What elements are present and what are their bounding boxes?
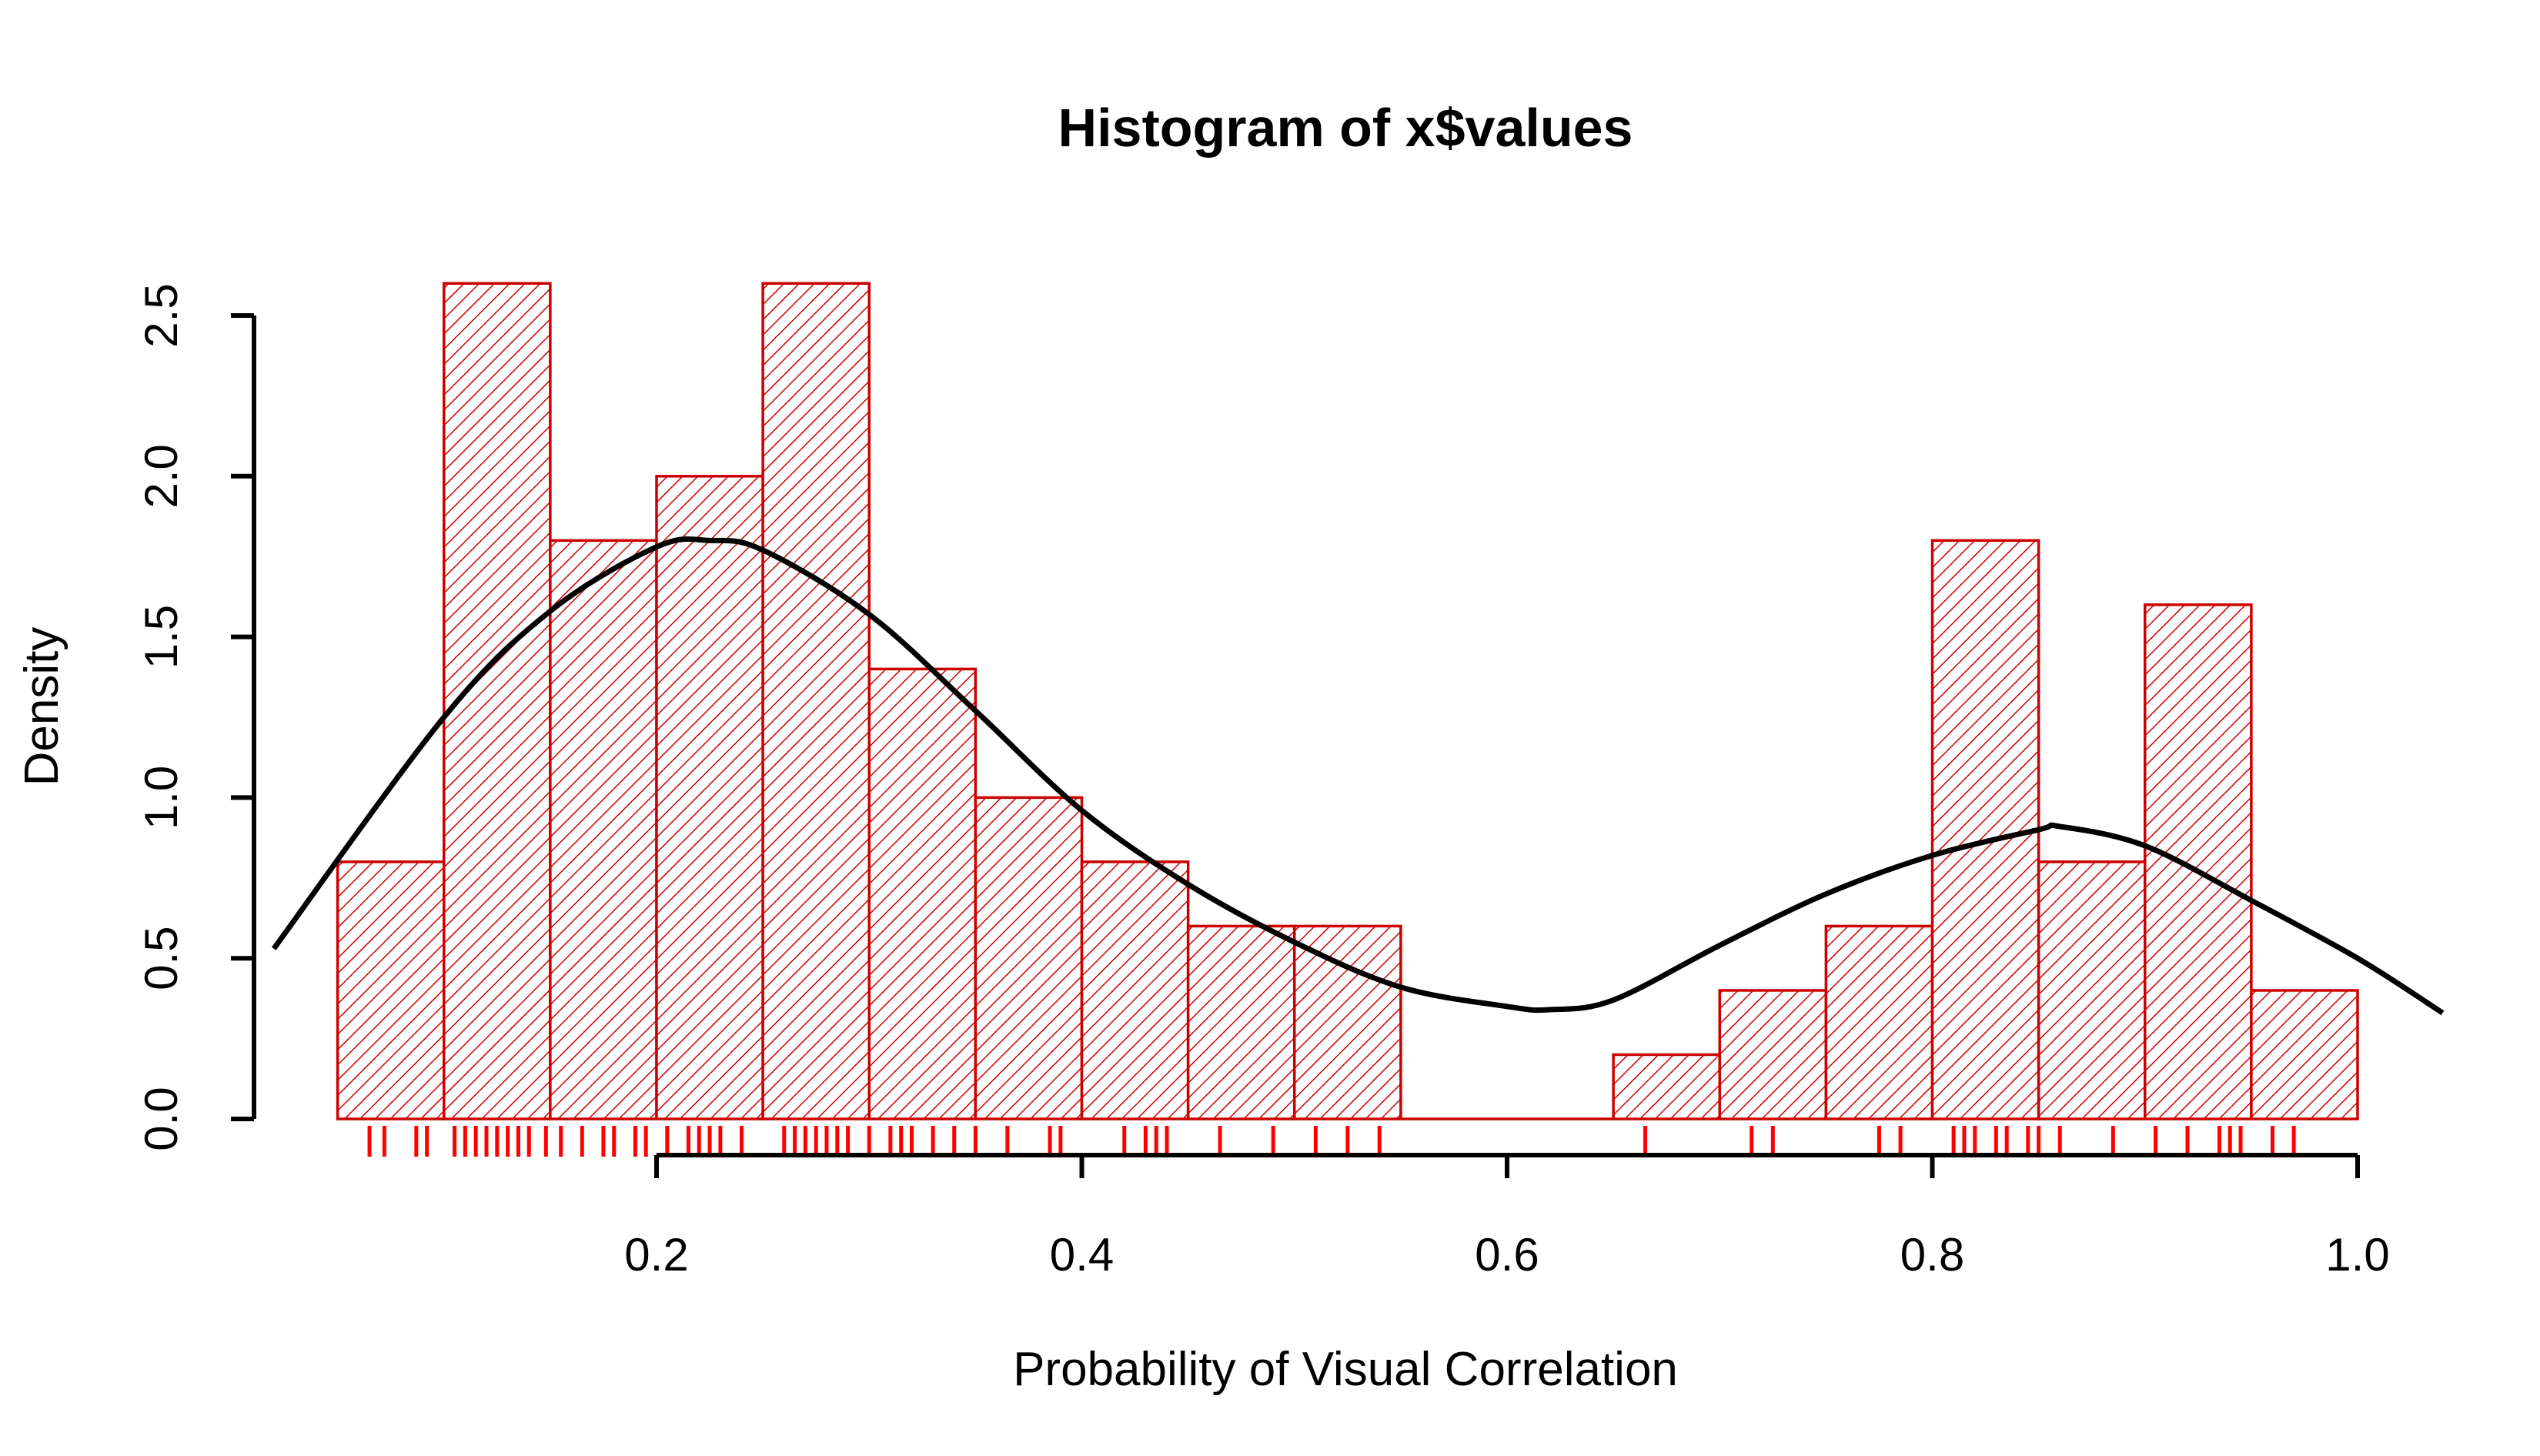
histogram-bar: [867, 667, 978, 1120]
histogram-bar: [549, 539, 658, 1120]
rug-marks: [367, 1126, 2296, 1157]
histogram-bar: [974, 796, 1084, 1120]
histogram-bar: [1293, 924, 1402, 1120]
y-axis-label: Density: [15, 627, 69, 786]
density-curve: [271, 536, 2445, 1016]
histogram-bar: [1718, 989, 1828, 1120]
x-tick-label: 0.2: [624, 1229, 688, 1281]
y-tick-label: 1.0: [135, 766, 187, 830]
y-tick-label: 2.5: [135, 283, 187, 347]
x-tick-label: 0.8: [1900, 1229, 1964, 1281]
y-tick-label: 0.5: [135, 926, 187, 990]
histogram-bar: [2144, 603, 2253, 1120]
histogram-bar: [1080, 860, 1190, 1120]
x-tick-label: 1.0: [2325, 1229, 2389, 1281]
y-tick-label: 2.0: [135, 444, 187, 508]
histogram-bar: [2037, 860, 2147, 1120]
x-axis-label: Probability of Visual Correlation: [1013, 1343, 1678, 1396]
histogram-bar: [336, 860, 446, 1120]
histogram-bar: [1186, 924, 1296, 1120]
histogram-bar: [1930, 539, 2040, 1120]
x-tick-label: 0.4: [1050, 1229, 1114, 1281]
histogram-bars: [336, 282, 2359, 1120]
histogram-bar: [443, 282, 552, 1120]
chart-title: Histogram of x$values: [1058, 98, 1633, 158]
y-tick-label: 1.5: [135, 605, 187, 669]
histogram-bar: [655, 475, 764, 1120]
histogram-bar: [2250, 989, 2359, 1120]
histogram-bar: [1612, 1053, 1721, 1120]
x-axis: 0.2 0.4 0.6 0.8 1.0: [624, 1153, 2390, 1281]
histogram-bar: [1824, 924, 1934, 1120]
histogram-bar: [761, 282, 871, 1120]
y-axis: 0.0 0.5 1.0 1.5 2.0 2.5: [135, 283, 256, 1151]
y-tick-label: 0.0: [135, 1087, 187, 1150]
x-tick-label: 0.6: [1475, 1229, 1539, 1281]
